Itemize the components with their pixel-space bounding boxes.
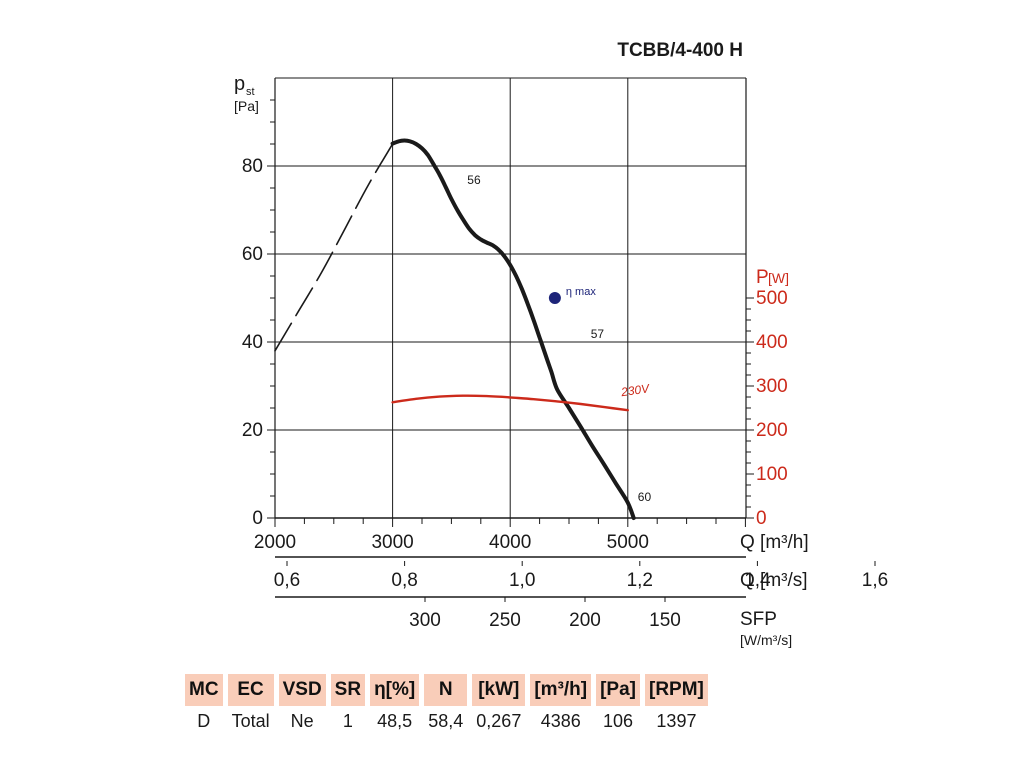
value-n: 58,4 bbox=[428, 710, 464, 731]
y-right-axis-symbol: P bbox=[756, 267, 769, 288]
value-ec: Total bbox=[231, 710, 270, 731]
x-axis-tick-label: 4000 bbox=[489, 532, 531, 553]
value-efficiency: 48,5 bbox=[377, 710, 413, 731]
curve-annotation: 57 bbox=[591, 327, 605, 341]
header-vsd: VSD bbox=[278, 674, 326, 706]
x2-axis-tick-label: 0,6 bbox=[274, 570, 300, 591]
y-left-tick-label: 0 bbox=[252, 508, 263, 529]
y-right-tick-label: 200 bbox=[756, 420, 788, 441]
series-pressure-dashed bbox=[274, 143, 394, 352]
x-axis-tick-label: 3000 bbox=[371, 532, 413, 553]
x3-axis-tick-label: 150 bbox=[649, 610, 681, 631]
header-kw: [kW] bbox=[472, 674, 526, 706]
y-right-tick-label: 400 bbox=[756, 332, 788, 353]
y-left-axis-unit: [Pa] bbox=[234, 98, 259, 114]
header-pa: [Pa] bbox=[596, 674, 640, 706]
value-kw: 0,267 bbox=[476, 710, 522, 731]
y-right-tick-label: 100 bbox=[756, 464, 788, 485]
value-mc: D bbox=[197, 710, 211, 731]
value-sr: 1 bbox=[342, 710, 353, 731]
x2-axis-label-m3s: Q [m³/s] bbox=[740, 570, 808, 591]
value-pa: 106 bbox=[603, 710, 634, 731]
y-left-axis-symbol: p bbox=[234, 73, 245, 95]
header-ec: EC bbox=[227, 674, 274, 706]
fan-performance-chart: 0 20 40 60 80 0 100 200 300 400 500 p st[Pa] P [W] TCBB… bbox=[234, 40, 888, 648]
header-n: N bbox=[424, 674, 468, 706]
header-mc: MC bbox=[185, 674, 223, 706]
spec-table-value-row: D Total Ne 1 48,5 58,4 0,267 4386 106 13… bbox=[185, 706, 708, 736]
header-airflow: [m³/h] bbox=[530, 674, 592, 706]
eta-max-label: η max bbox=[566, 286, 596, 298]
x2-axis-tick-label: 1,4 bbox=[744, 570, 771, 591]
x2-axis-tick-label: 1,6 bbox=[862, 570, 888, 591]
value-airflow: 4386 bbox=[540, 710, 581, 731]
y-left-tick-label: 80 bbox=[242, 156, 263, 177]
header-sr: SR bbox=[330, 674, 366, 706]
x2-axis-tick-label: 1,2 bbox=[627, 570, 653, 591]
x-axis-tick-label: 2000 bbox=[254, 532, 296, 553]
series-pressure-curve bbox=[390, 138, 636, 520]
x3-axis-tick-label: 300 bbox=[409, 610, 441, 631]
x-axis-tick-label: 5000 bbox=[607, 532, 649, 553]
y-right-tick-label: 300 bbox=[756, 376, 788, 397]
y-left-tick-label: 40 bbox=[242, 332, 263, 353]
x3-axis-tick-label: 200 bbox=[569, 610, 601, 631]
chart-title: TCBB/4-400 H bbox=[617, 40, 743, 61]
curve-annotation: 56 bbox=[467, 173, 481, 187]
spec-table-header-row: MC EC VSD SR η[%] N [kW] [m³/h] [Pa] [RP… bbox=[185, 674, 708, 706]
value-rpm: 1397 bbox=[656, 710, 697, 731]
y-right-tick-label: 0 bbox=[756, 508, 767, 529]
curve-annotation: 60 bbox=[638, 490, 652, 504]
series-label-230v: 230V bbox=[619, 381, 651, 399]
x-axis-label-m3h: Q [m³/h] bbox=[740, 532, 809, 553]
y-left-tick-label: 20 bbox=[242, 420, 263, 441]
y-left-axis-subscript: st bbox=[246, 86, 255, 98]
y-right-tick-label: 500 bbox=[756, 288, 788, 309]
y-right-axis-unit: [W] bbox=[768, 270, 789, 286]
x3-axis-tick-label: 250 bbox=[489, 610, 521, 631]
y-left-tick-label: 60 bbox=[242, 244, 263, 265]
spec-table: MC EC VSD SR η[%] N [kW] [m³/h] [Pa] [RP… bbox=[180, 674, 713, 736]
x2-axis-tick-label: 1,0 bbox=[509, 570, 535, 591]
header-efficiency: η[%] bbox=[370, 674, 420, 706]
value-vsd: Ne bbox=[290, 710, 314, 731]
eta-max-marker bbox=[548, 292, 561, 304]
x2-axis-tick-label: 0,8 bbox=[391, 570, 417, 591]
x3-axis-sublabel: [W/m³/s] bbox=[740, 632, 792, 648]
x3-axis-label-sfp: SFP bbox=[740, 609, 777, 630]
series-power-230V bbox=[391, 394, 629, 412]
header-rpm: [RPM] bbox=[645, 674, 708, 706]
